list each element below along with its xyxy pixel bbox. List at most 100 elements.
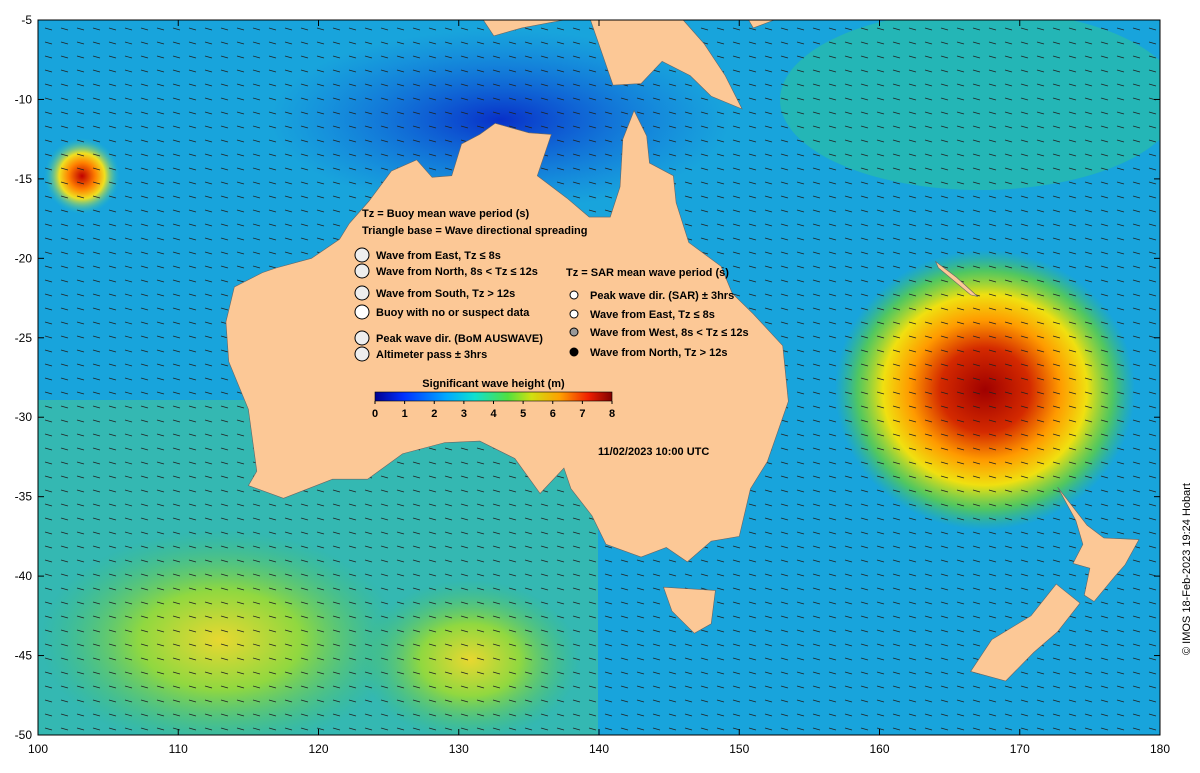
wave-arrow	[316, 167, 325, 171]
wave-arrow	[380, 531, 389, 535]
wave-arrow	[268, 265, 277, 269]
wave-arrow	[876, 321, 885, 325]
wave-arrow	[124, 41, 133, 45]
wave-arrow	[956, 475, 965, 479]
wave-arrow	[332, 69, 341, 73]
wave-arrow	[876, 237, 885, 241]
wave-arrow	[124, 545, 133, 549]
wave-arrow	[604, 181, 613, 185]
wave-arrow	[988, 363, 997, 367]
wave-arrow	[428, 713, 437, 717]
wave-arrow	[124, 559, 133, 563]
wave-arrow	[908, 279, 917, 283]
wave-arrow	[892, 489, 901, 493]
legend-header: Tz = Buoy mean wave period (s)	[362, 208, 530, 220]
wave-arrow	[108, 97, 117, 101]
wave-arrow	[876, 181, 885, 185]
wave-arrow	[268, 503, 277, 507]
wave-arrow	[300, 685, 309, 689]
wave-arrow	[668, 97, 677, 101]
wave-arrow	[1132, 517, 1141, 521]
wave-arrow	[812, 265, 821, 269]
wave-arrow	[204, 671, 213, 675]
wave-arrow	[956, 69, 965, 73]
wave-arrow	[236, 181, 245, 185]
wave-arrow	[908, 41, 917, 45]
wave-arrow	[844, 69, 853, 73]
wave-arrow	[1132, 475, 1141, 479]
wave-arrow	[60, 83, 69, 87]
wave-arrow	[764, 699, 773, 703]
wave-arrow	[316, 125, 325, 129]
wave-arrow	[268, 181, 277, 185]
wave-arrow	[796, 461, 805, 465]
wave-arrow	[92, 237, 101, 241]
wave-arrow	[60, 69, 69, 73]
wave-arrow	[156, 349, 165, 353]
wave-arrow	[812, 237, 821, 241]
wave-arrow	[620, 111, 629, 115]
wave-arrow	[460, 531, 469, 535]
wave-arrow	[764, 125, 773, 129]
wave-arrow	[220, 559, 229, 563]
wave-arrow	[204, 657, 213, 661]
wave-arrow	[652, 125, 661, 129]
wave-arrow	[844, 643, 853, 647]
wave-arrow	[924, 41, 933, 45]
wave-arrow	[300, 27, 309, 31]
wave-arrow	[284, 517, 293, 521]
wave-arrow	[652, 559, 661, 563]
wave-arrow	[796, 69, 805, 73]
wave-arrow	[988, 685, 997, 689]
wave-arrow	[108, 237, 117, 241]
wave-arrow	[876, 153, 885, 157]
wave-arrow	[924, 195, 933, 199]
legend-label: Buoy with no or suspect data	[376, 307, 530, 319]
wave-arrow	[284, 671, 293, 675]
wave-arrow	[220, 363, 229, 367]
wave-arrow	[236, 27, 245, 31]
wave-arrow	[476, 27, 485, 31]
wave-arrow	[156, 643, 165, 647]
wave-arrow	[284, 251, 293, 255]
wave-arrow	[444, 559, 453, 563]
wave-arrow	[940, 629, 949, 633]
wave-arrow	[988, 447, 997, 451]
wave-arrow	[332, 97, 341, 101]
wave-arrow	[156, 307, 165, 311]
wave-arrow	[60, 335, 69, 339]
wave-arrow	[604, 629, 613, 633]
wave-arrow	[604, 657, 613, 661]
wave-arrow	[300, 559, 309, 563]
wave-arrow	[332, 685, 341, 689]
wave-arrow	[364, 83, 373, 87]
wave-arrow	[44, 265, 53, 269]
wave-arrow	[732, 293, 741, 297]
wave-arrow	[796, 251, 805, 255]
wave-arrow	[924, 97, 933, 101]
wave-arrow	[284, 559, 293, 563]
wave-arrow	[1100, 195, 1109, 199]
wave-arrow	[844, 195, 853, 199]
wave-arrow	[204, 713, 213, 717]
wave-arrow	[348, 139, 357, 143]
wave-arrow	[956, 489, 965, 493]
wave-arrow	[860, 265, 869, 269]
legend-symbol	[354, 330, 370, 346]
wave-arrow	[1148, 139, 1157, 143]
wave-arrow	[1052, 69, 1061, 73]
wave-arrow	[396, 713, 405, 717]
wave-arrow	[684, 83, 693, 87]
wave-arrow	[76, 545, 85, 549]
wave-arrow	[156, 377, 165, 381]
wave-arrow	[1116, 461, 1125, 465]
wave-arrow	[476, 685, 485, 689]
wave-arrow	[988, 251, 997, 255]
wave-arrow	[92, 601, 101, 605]
colorbar-tick-label: 8	[609, 408, 615, 420]
wave-arrow	[220, 699, 229, 703]
wave-arrow	[332, 699, 341, 703]
wave-arrow	[412, 643, 421, 647]
wave-arrow	[924, 461, 933, 465]
wave-arrow	[828, 685, 837, 689]
